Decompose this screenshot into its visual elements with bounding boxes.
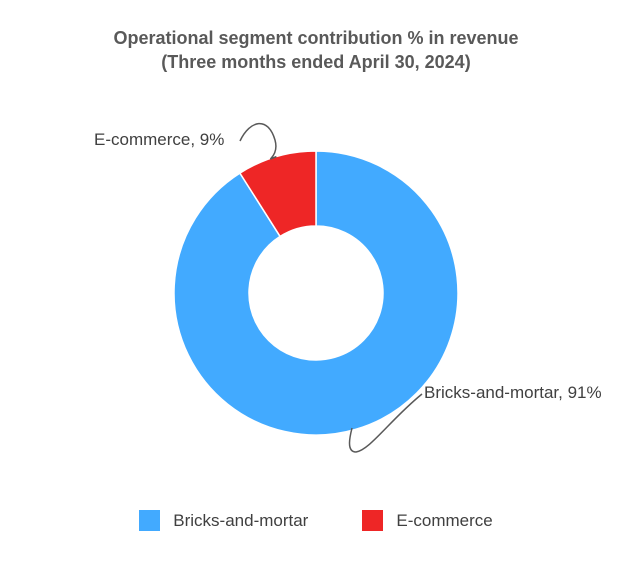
data-label-bricks-and-mortar: Bricks-and-mortar, 91% — [424, 383, 602, 402]
legend-item-bricks-and-mortar: Bricks-and-mortar — [139, 510, 308, 531]
legend-swatch-bricks-and-mortar — [139, 510, 161, 531]
slice-bricks-and-mortar — [173, 150, 459, 436]
chart-legend: Bricks-and-mortar E-commerce — [0, 510, 632, 531]
data-label-e-commerce: E-commerce, 9% — [94, 130, 224, 149]
donut-slices — [173, 150, 459, 436]
chart-subtitle: (Three months ended April 30, 2024) — [161, 52, 471, 72]
chart-title-block: Operational segment contribution % in re… — [0, 26, 632, 74]
legend-label-e-commerce: E-commerce — [396, 510, 493, 530]
data-labels: Bricks-and-mortar, 91% E-commerce, 9% — [94, 130, 602, 402]
leader-line-e-commerce — [239, 122, 277, 160]
slice-e-commerce — [238, 150, 317, 238]
legend-label-bricks-and-mortar: Bricks-and-mortar — [173, 510, 309, 530]
chart-title: Operational segment contribution % in re… — [113, 28, 519, 48]
leader-line-bricks-and-mortar — [348, 393, 423, 453]
leader-lines — [239, 122, 423, 453]
legend-item-e-commerce: E-commerce — [362, 510, 493, 531]
legend-swatch-e-commerce — [362, 510, 384, 531]
